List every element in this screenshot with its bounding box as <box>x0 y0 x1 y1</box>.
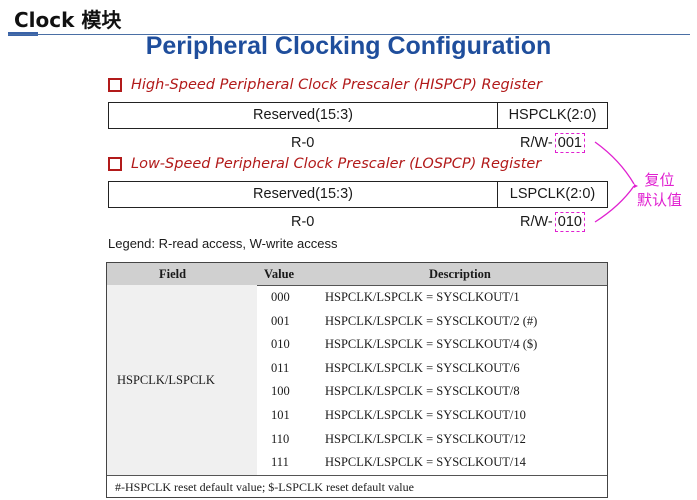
reserved-access: R-0 <box>291 214 315 230</box>
table-row: 111 HSPCLK/LSPCLK = SYSCLKOUT/14 <box>257 451 607 475</box>
header-description: Description <box>429 267 491 281</box>
square-bullet-icon <box>108 78 122 92</box>
value-cell: 010 <box>271 337 290 352</box>
reset-value-highlight: 001 <box>554 133 585 153</box>
header-field: Field <box>159 267 187 281</box>
table-footnote-row: #-HSPCLK reset default value; $-LSPCLK r… <box>107 475 607 498</box>
table-row: 110 HSPCLK/LSPCLK = SYSCLKOUT/12 <box>257 428 607 452</box>
section-title: Clock 模块 <box>14 8 122 32</box>
field-access-lospcp: R/W- 010 <box>520 212 585 232</box>
slide-title: Peripheral Clocking Configuration <box>145 32 552 60</box>
table-row: 100 HSPCLK/LSPCLK = SYSCLKOUT/8 <box>257 380 607 404</box>
description-cell: HSPCLK/LSPCLK = SYSCLKOUT/6 <box>325 360 520 375</box>
legend: Legend: R-read access, W-write access <box>108 236 338 251</box>
callout-line-1: 复位 <box>644 171 675 189</box>
callout-arrows <box>594 141 638 223</box>
register-diagram-lospcp: Reserved(15:3) LSPCLK(2:0) <box>108 181 608 208</box>
table-header-row: Field Value Description <box>107 263 607 286</box>
reserved-bits-cell: Reserved(15:3) <box>109 182 498 207</box>
description-cell: HSPCLK/LSPCLK = SYSCLKOUT/4 ($) <box>325 337 538 352</box>
header-value: Value <box>264 267 295 281</box>
description-cell: HSPCLK/LSPCLK = SYSCLKOUT/1 <box>325 290 520 304</box>
description-cell: HSPCLK/LSPCLK = SYSCLKOUT/14 <box>325 455 526 470</box>
table-footnote: #-HSPCLK reset default value; $-LSPCLK r… <box>115 480 414 494</box>
callout-arrow-upper <box>594 141 635 185</box>
arrowhead-icon <box>634 184 638 188</box>
description-cell: HSPCLK/LSPCLK = SYSCLKOUT/12 <box>325 431 526 446</box>
value-cell: 101 <box>271 408 290 422</box>
value-cell: 111 <box>271 455 289 470</box>
field-access-hispcp: R/W- 001 <box>520 133 585 153</box>
value-cell: 110 <box>271 431 290 446</box>
callout-arrow-lower <box>594 185 635 223</box>
field-name-cell: HSPCLK/LSPCLK <box>117 373 215 387</box>
field-cell-background <box>107 285 257 475</box>
table-row: 011 HSPCLK/LSPCLK = SYSCLKOUT/6 <box>257 357 607 381</box>
description-cell: HSPCLK/LSPCLK = SYSCLKOUT/2 (#) <box>325 313 538 328</box>
register-heading-text: High-Speed Peripheral Clock Prescaler (H… <box>131 77 542 93</box>
value-cell: 011 <box>271 360 290 375</box>
reset-value-highlight: 010 <box>554 212 585 232</box>
table-row: 010 HSPCLK/LSPCLK = SYSCLKOUT/4 ($) <box>257 333 607 357</box>
prescaler-table: Field Value Description HSPCLK/LSPCLK 00… <box>106 262 608 498</box>
callout-line-2: 默认值 <box>637 191 683 209</box>
table-row: 000 HSPCLK/LSPCLK = SYSCLKOUT/1 <box>257 286 607 310</box>
register-heading-hispcp: High-Speed Peripheral Clock Prescaler (H… <box>108 77 542 93</box>
register-diagram-hispcp: Reserved(15:3) HSPCLK(2:0) <box>108 102 608 129</box>
reserved-bits-cell: Reserved(15:3) <box>109 103 498 128</box>
description-cell: HSPCLK/LSPCLK = SYSCLKOUT/10 <box>325 408 526 422</box>
register-heading-text: Low-Speed Peripheral Clock Prescaler (LO… <box>131 156 542 172</box>
field-access-prefix: R/W- <box>520 214 553 230</box>
reserved-access: R-0 <box>291 135 315 151</box>
table-row: 101 HSPCLK/LSPCLK = SYSCLKOUT/10 <box>257 404 607 428</box>
value-cell: 001 <box>271 313 290 328</box>
title-rule <box>8 34 690 35</box>
field-access-prefix: R/W- <box>520 135 553 151</box>
reset-default-callout: 复位 默认值 <box>637 170 682 210</box>
field-bits-cell: HSPCLK(2:0) <box>508 107 597 123</box>
table-row: 001 HSPCLK/LSPCLK = SYSCLKOUT/2 (#) <box>257 310 607 334</box>
value-cell: 100 <box>271 384 290 399</box>
value-cell: 000 <box>271 290 290 304</box>
field-bits-cell: LSPCLK(2:0) <box>509 186 596 202</box>
description-cell: HSPCLK/LSPCLK = SYSCLKOUT/8 <box>325 384 520 399</box>
square-bullet-icon <box>108 157 122 171</box>
register-heading-lospcp: Low-Speed Peripheral Clock Prescaler (LO… <box>108 156 541 172</box>
